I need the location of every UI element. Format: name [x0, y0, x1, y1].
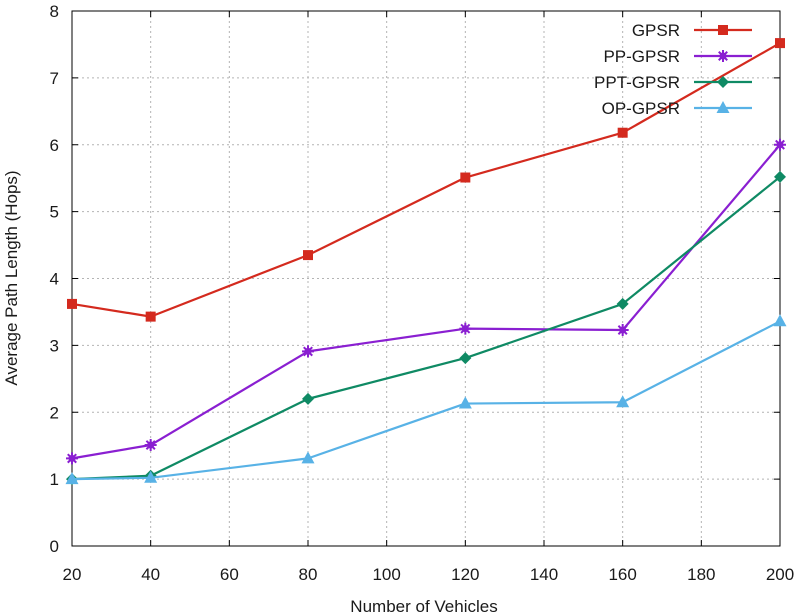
legend-label-op-gpsr: OP-GPSR [602, 99, 680, 118]
data-point-op-gpsr [301, 451, 315, 464]
data-point-pp-gpsr-ray [67, 453, 77, 464]
data-point-pp-gpsr [302, 345, 314, 358]
series-op-gpsr [65, 314, 787, 485]
series-line-gpsr [71, 42, 781, 318]
data-point-op-gpsr [458, 396, 472, 409]
x-tick-label: 200 [766, 565, 794, 584]
legend-marker-gpsr [718, 25, 728, 35]
data-point-gpsr [775, 38, 785, 49]
data-point-pp-gpsr [144, 439, 157, 452]
legend-item-gpsr: GPSR [632, 21, 752, 40]
data-point-pp-gpsr-ray [617, 325, 628, 335]
x-tick-label: 160 [608, 565, 636, 584]
legend-marker-op-gpsr [716, 101, 730, 113]
x-tick-label: 140 [530, 565, 558, 584]
x-tick-label: 80 [299, 565, 318, 584]
x-tick-label: 120 [451, 565, 479, 584]
series-layer [65, 38, 787, 486]
data-point-pp-gpsr [66, 452, 78, 465]
legend-item-ppt-gpsr: PPT-GPSR [594, 73, 752, 92]
data-point-pp-gpsr-ray [303, 346, 313, 357]
legend-item-op-gpsr: OP-GPSR [602, 99, 752, 118]
data-point-pp-gpsr-ray [775, 139, 785, 150]
series-gpsr [67, 38, 785, 322]
data-point-gpsr [67, 298, 77, 309]
series-line-op-gpsr [71, 320, 781, 481]
data-point-op-gpsr [65, 472, 79, 485]
y-tick-label: 1 [50, 470, 59, 489]
series-line-pp-gpsr [71, 144, 781, 460]
data-point-op-gpsr [773, 314, 787, 327]
x-tick-label: 60 [220, 565, 239, 584]
legend-item-pp-gpsr: PP-GPSR [603, 47, 752, 66]
legend-label-pp-gpsr: PP-GPSR [603, 47, 680, 66]
series-ppt-gpsr [66, 170, 786, 486]
data-point-pp-gpsr [616, 323, 629, 336]
axis-ticks: 0 1 2 3 4 5 6 7 8 20 40 60 80 100 120 140 160 180 200 [50, 2, 795, 584]
x-tick-label: 100 [372, 565, 400, 584]
series-pp-gpsr [66, 138, 786, 465]
data-point-pp-gpsr-ray [460, 323, 471, 334]
data-point-gpsr [617, 127, 628, 138]
data-point-gpsr [145, 311, 156, 322]
data-point-pp-gpsr [459, 322, 472, 335]
data-point-ppt-gpsr [459, 352, 472, 365]
data-point-op-gpsr [144, 470, 158, 483]
legend-marker-pp-gpsr-ray [718, 51, 728, 61]
x-tick-label: 40 [141, 565, 160, 584]
y-tick-label: 3 [50, 336, 59, 355]
legend-marker-ppt-gpsr [717, 76, 729, 88]
y-tick-label: 8 [50, 2, 59, 21]
legend-label-ppt-gpsr: PPT-GPSR [594, 73, 680, 92]
y-axis-title: Average Path Length (Hops) [2, 170, 21, 385]
x-tick-label: 180 [687, 565, 715, 584]
x-tick-label: 20 [63, 565, 82, 584]
data-point-pp-gpsr-ray [145, 440, 156, 450]
data-point-op-gpsr [616, 395, 630, 408]
legend-marker-pp-gpsr [717, 50, 729, 62]
data-point-pp-gpsr [774, 138, 786, 151]
y-tick-label: 6 [50, 136, 59, 155]
y-tick-label: 4 [50, 270, 59, 289]
legend: GPSR PP-GPSR PPT-GPSR OP-GPSR [594, 21, 752, 118]
y-tick-label: 2 [50, 403, 59, 422]
data-point-ppt-gpsr [302, 392, 314, 405]
series-line-ppt-gpsr [71, 175, 781, 481]
data-point-ppt-gpsr [616, 297, 629, 310]
legend-label-gpsr: GPSR [632, 21, 680, 40]
data-point-gpsr [460, 172, 471, 183]
x-axis-title: Number of Vehicles [350, 597, 497, 616]
y-tick-label: 5 [50, 203, 59, 222]
y-tick-label: 7 [50, 69, 59, 88]
data-point-gpsr [303, 250, 313, 261]
data-point-ppt-gpsr [774, 170, 786, 183]
y-tick-label: 0 [50, 537, 59, 556]
